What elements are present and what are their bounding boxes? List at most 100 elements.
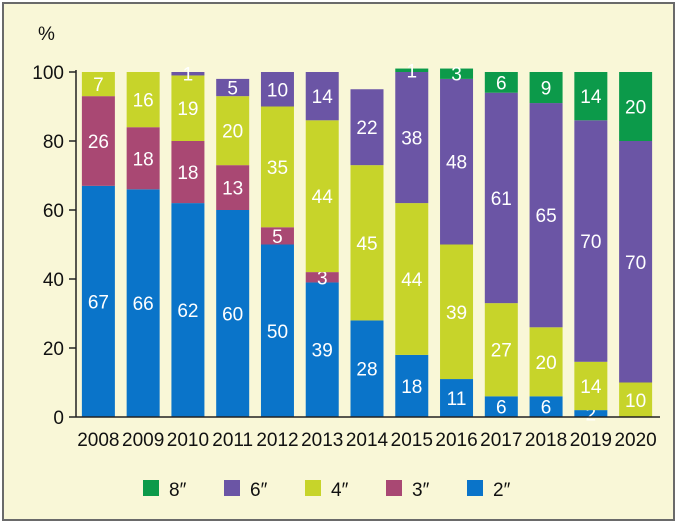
bar-segment [484,72,518,93]
bar-value-label: 60 [222,305,243,326]
bar-segment [395,354,429,417]
x-tick-label: 2018 [525,430,567,451]
bar-value-label: 13 [222,179,243,200]
bar-value-label: 62 [177,301,198,322]
bar-value-label: 44 [401,270,423,291]
bar-value-label: 35 [267,158,288,179]
bar-segment [81,96,115,186]
bar-segment [305,120,339,273]
bar-value-label: 20 [536,353,557,374]
bar-segment [484,396,518,417]
bar-segment [574,410,608,417]
x-tick-label: 2020 [614,430,656,451]
bar-value-label: 28 [356,360,377,381]
plot-area: 0204060801006726720086618162009621819120… [32,61,660,451]
bar-segment [260,244,294,417]
bar-segment [529,327,563,397]
bar-segment [126,72,160,128]
bar-segment [260,106,294,228]
bar-value-label: 18 [177,163,198,184]
bar-value-label: 1 [406,61,417,82]
bar-value-label: 66 [133,294,154,315]
bar-value-label: 39 [446,303,467,324]
bar-value-label: 3 [451,65,462,86]
bar-value-label: 3 [317,268,328,289]
legend-swatch [467,480,483,496]
bar-segment [171,141,205,204]
legend-label: 8″ [169,480,187,501]
bar-value-label: 48 [446,153,467,174]
bar-segment [484,303,518,397]
bar-value-label: 70 [580,232,601,253]
bar-value-label: 20 [222,122,243,143]
bar-segment [529,103,563,328]
bar-segment [350,320,384,417]
x-tick-label: 2017 [480,430,522,451]
x-tick-label: 2015 [391,430,433,451]
bar-value-label: 1 [183,65,194,86]
bar-segment [440,244,474,380]
bar-segment [574,120,608,362]
bar-value-label: 26 [88,132,109,153]
x-tick-label: 2009 [122,430,164,451]
x-tick-label: 2008 [77,430,119,451]
bar-segment [440,68,474,79]
bar-value-label: 10 [625,391,646,412]
x-tick-label: 2019 [570,430,612,451]
bar-value-label: 6 [541,398,552,419]
bar-value-label: 67 [88,292,109,313]
legend-swatch [224,480,240,496]
bar-value-label: 39 [312,341,333,362]
legend-label: 4″ [331,480,349,501]
bar-segment [171,75,205,141]
x-tick-label: 2016 [435,430,477,451]
bar-segment [574,72,608,121]
bar-value-label: 70 [625,253,646,274]
bar-segment [126,189,160,417]
bar-value-label: 22 [356,118,377,139]
legend-swatch [143,480,159,496]
bar-segment [305,272,339,283]
bar-value-label: 61 [491,189,512,210]
x-tick-label: 2012 [256,430,298,451]
bar-segment [216,96,250,166]
bar-segment [395,72,429,204]
y-tick-label: 40 [43,270,64,291]
y-tick-label: 0 [53,408,64,429]
bar-segment [529,396,563,417]
bar-segment [126,127,160,190]
legend-swatch [305,480,321,496]
legend-swatch [386,480,402,496]
bar-segment [260,72,294,107]
bar-segment [81,185,115,417]
y-axis-unit-label: % [38,24,55,45]
bar-segment [619,141,653,383]
legend: 8″ 6″ 4″ 3″ 2″ [143,480,511,501]
bar-segment [216,78,250,97]
bar-value-label: 50 [267,322,288,343]
bar-segment [305,282,339,417]
bar-value-label: 16 [133,91,154,112]
bar-value-label: 6 [496,73,507,94]
bar-value-label: 5 [227,79,238,100]
bar-value-label: 10 [267,80,288,101]
bar-segment [395,203,429,355]
bar-value-label: 7 [93,75,104,96]
bar-value-label: 6 [496,398,507,419]
bar-value-label: 2 [586,405,597,426]
bar-value-label: 5 [272,227,283,248]
legend-label: 6″ [250,480,268,501]
bar-segment [171,72,205,76]
bar-value-label: 9 [541,79,552,100]
y-tick-label: 100 [32,63,64,84]
bar-value-label: 44 [312,187,334,208]
bar-segment [619,382,653,417]
bar-segment [440,78,474,245]
y-tick-label: 60 [43,201,64,222]
bar-segment [350,89,384,166]
bar-value-label: 27 [491,341,512,362]
y-tick-label: 80 [43,132,64,153]
x-tick-label: 2011 [212,430,253,451]
bar-segment [529,72,563,104]
